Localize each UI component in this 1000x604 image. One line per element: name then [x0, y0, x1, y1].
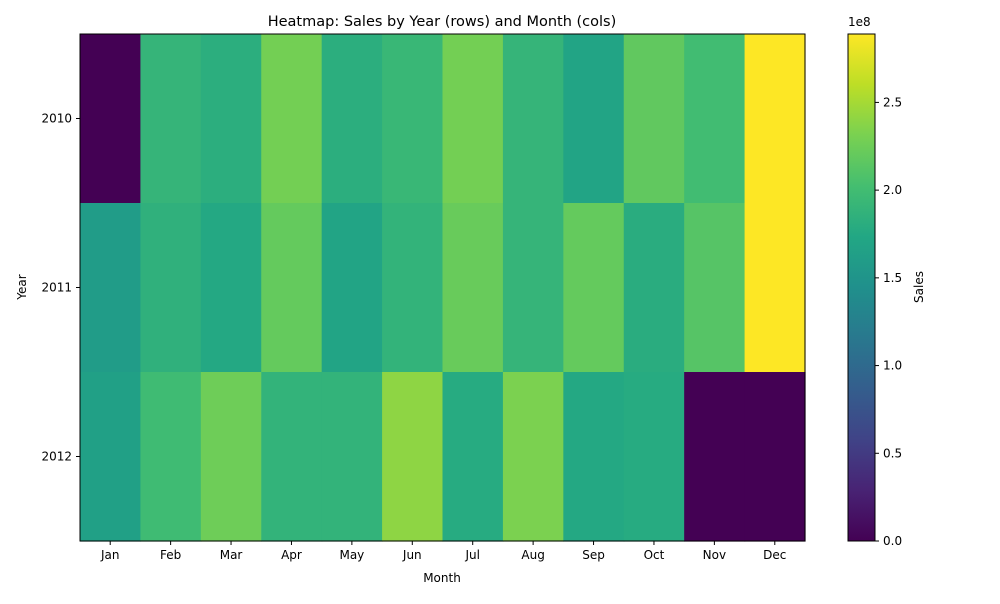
x-tick-label: Aug	[521, 548, 544, 562]
heatmap-cell	[200, 372, 262, 542]
colorbar-tick-label: 0.5	[883, 446, 902, 460]
heatmap-cells	[80, 34, 806, 542]
heatmap-cell	[623, 203, 685, 373]
heatmap-cell	[261, 203, 323, 373]
colorbar-tick-label: 2.5	[883, 95, 902, 109]
colorbar-tick-label: 2.0	[883, 183, 902, 197]
heatmap-cell	[623, 34, 685, 204]
x-tick-label: Mar	[220, 548, 243, 562]
y-axis-ticks: 2010 2011 2012	[41, 112, 80, 464]
heatmap-cell	[382, 203, 444, 373]
heatmap-cell	[502, 372, 564, 542]
heatmap-cell	[502, 34, 564, 204]
heatmap-cell	[563, 34, 625, 204]
heatmap-cell	[744, 203, 806, 373]
colorbar-label: Sales	[912, 271, 926, 303]
heatmap-cell	[80, 34, 142, 204]
x-tick-label: Oct	[644, 548, 665, 562]
x-tick-label: May	[339, 548, 364, 562]
heatmap-cell	[684, 203, 746, 373]
x-tick-label: Jun	[402, 548, 422, 562]
heatmap-cell	[744, 34, 806, 204]
x-tick-label: Jan	[100, 548, 120, 562]
x-tick-label: Jul	[464, 548, 479, 562]
heatmap-cell	[623, 372, 685, 542]
heatmap-cell	[382, 34, 444, 204]
x-axis-ticks: Jan Feb Mar Apr May Jun Jul Aug Sep Oct Nov Dec	[100, 541, 786, 562]
heatmap-cell	[684, 34, 746, 204]
heatmap-cell	[442, 203, 504, 373]
heatmap-cell	[200, 34, 262, 204]
y-axis-label: Year	[15, 274, 29, 300]
colorbar-tick-label: 1.0	[883, 359, 902, 373]
colorbar	[847, 33, 876, 542]
y-tick-label: 2011	[41, 281, 72, 295]
heatmap-cell	[442, 34, 504, 204]
heatmap-cell	[200, 203, 262, 373]
y-tick-label: 2010	[41, 112, 72, 126]
x-tick-label: Dec	[763, 548, 786, 562]
chart-title: Heatmap: Sales by Year (rows) and Month …	[268, 14, 617, 30]
x-tick-label: Sep	[582, 548, 605, 562]
heatmap-cell	[140, 203, 202, 373]
heatmap-cell	[80, 372, 142, 542]
colorbar-multiplier: 1e8	[848, 15, 871, 29]
heatmap-cell	[140, 34, 202, 204]
x-tick-label: Nov	[703, 548, 726, 562]
heatmap-cell	[382, 372, 444, 542]
y-tick-label: 2012	[41, 450, 72, 464]
heatmap-cell	[442, 372, 504, 542]
heatmap-cell	[563, 372, 625, 542]
heatmap-cell	[684, 372, 746, 542]
colorbar-tick-label: 0.0	[883, 534, 902, 548]
heatmap-cell	[80, 203, 142, 373]
heatmap-cell	[261, 34, 323, 204]
heatmap-cell	[744, 372, 806, 542]
heatmap-cell	[321, 372, 383, 542]
x-axis-label: Month	[423, 571, 461, 585]
heatmap-cell	[140, 372, 202, 542]
x-tick-label: Feb	[160, 548, 181, 562]
heatmap-cell	[502, 203, 564, 373]
heatmap-cell	[321, 203, 383, 373]
heatmap-cell	[321, 34, 383, 204]
colorbar-ticks: 0.0 0.5 1.0 1.5 2.0 2.5	[875, 95, 902, 548]
x-tick-label: Apr	[281, 548, 302, 562]
heatmap-cell	[261, 372, 323, 542]
heatmap-cell	[563, 203, 625, 373]
colorbar-tick-label: 1.5	[883, 271, 902, 285]
